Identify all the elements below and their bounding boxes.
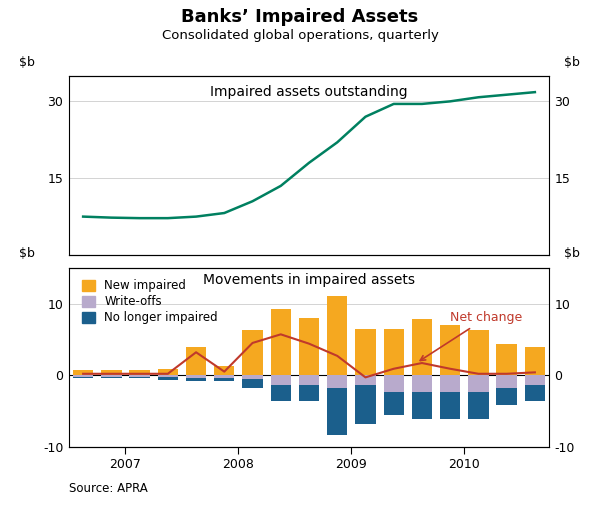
Bar bbox=[73, 377, 93, 378]
Bar bbox=[468, 392, 488, 419]
Bar bbox=[186, 346, 206, 375]
Bar bbox=[440, 375, 460, 392]
Text: Impaired assets outstanding: Impaired assets outstanding bbox=[210, 85, 408, 98]
Text: Consolidated global operations, quarterly: Consolidated global operations, quarterl… bbox=[161, 29, 439, 42]
Bar bbox=[355, 375, 376, 384]
Bar bbox=[412, 375, 432, 392]
Bar bbox=[299, 318, 319, 375]
Bar bbox=[468, 375, 488, 392]
Bar bbox=[327, 375, 347, 388]
Bar bbox=[130, 375, 150, 377]
Bar bbox=[73, 370, 93, 375]
Bar bbox=[214, 375, 235, 378]
Bar bbox=[242, 330, 263, 375]
Bar bbox=[271, 384, 291, 401]
Bar bbox=[214, 378, 235, 381]
Text: Source: APRA: Source: APRA bbox=[69, 482, 148, 495]
Bar bbox=[271, 309, 291, 375]
Bar bbox=[299, 384, 319, 401]
Bar bbox=[496, 388, 517, 405]
Bar bbox=[73, 375, 93, 377]
Bar bbox=[412, 319, 432, 375]
Bar bbox=[496, 375, 517, 388]
Bar bbox=[525, 375, 545, 384]
Text: $b: $b bbox=[19, 247, 34, 261]
Bar bbox=[101, 377, 122, 378]
Bar bbox=[214, 366, 235, 375]
Bar bbox=[242, 379, 263, 388]
Bar bbox=[440, 325, 460, 375]
Bar bbox=[186, 378, 206, 381]
Bar bbox=[525, 346, 545, 375]
Bar bbox=[525, 384, 545, 401]
Bar bbox=[242, 375, 263, 379]
Bar bbox=[271, 375, 291, 384]
Bar bbox=[327, 296, 347, 375]
Bar bbox=[158, 369, 178, 375]
Text: Movements in impaired assets: Movements in impaired assets bbox=[203, 273, 415, 287]
Text: $b: $b bbox=[19, 56, 34, 69]
Bar bbox=[468, 330, 488, 375]
Bar bbox=[130, 370, 150, 375]
Bar bbox=[355, 384, 376, 424]
Bar bbox=[440, 392, 460, 419]
Text: Banks’ Impaired Assets: Banks’ Impaired Assets bbox=[181, 8, 419, 26]
Bar bbox=[496, 344, 517, 375]
Bar bbox=[383, 375, 404, 392]
Bar bbox=[299, 375, 319, 384]
Bar bbox=[412, 392, 432, 419]
Bar bbox=[101, 370, 122, 375]
Bar bbox=[186, 375, 206, 378]
Bar bbox=[158, 377, 178, 380]
Text: $b: $b bbox=[565, 247, 580, 261]
Text: Net change: Net change bbox=[420, 312, 523, 361]
Bar bbox=[158, 375, 178, 377]
Bar bbox=[327, 388, 347, 435]
Bar bbox=[383, 392, 404, 416]
Bar bbox=[383, 329, 404, 375]
Bar bbox=[130, 377, 150, 378]
Bar bbox=[101, 375, 122, 377]
Text: $b: $b bbox=[565, 56, 580, 69]
Legend: New impaired, Write-offs, No longer impaired: New impaired, Write-offs, No longer impa… bbox=[80, 277, 220, 327]
Bar bbox=[355, 329, 376, 375]
